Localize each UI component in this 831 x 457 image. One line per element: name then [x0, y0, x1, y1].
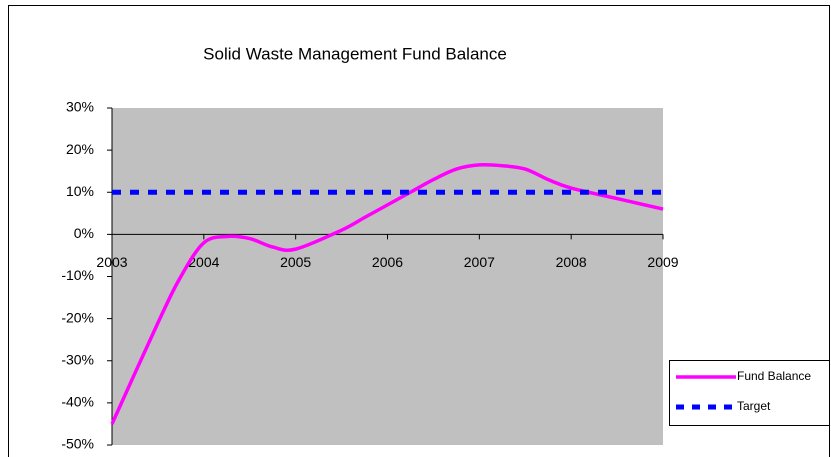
x-tick-label: 2009	[647, 254, 678, 270]
series-line	[110, 162, 664, 425]
x-tick-label: 2003	[96, 254, 127, 270]
y-tick-label: -40%	[61, 394, 94, 410]
y-tick-label: 20%	[66, 141, 94, 157]
x-tick-label: 2008	[556, 254, 587, 270]
y-tick-label: -20%	[61, 309, 94, 325]
plot-area	[112, 108, 663, 445]
y-tick-label: -30%	[61, 351, 94, 367]
legend-label: Fund Balance	[737, 369, 811, 383]
x-tick-label: 2004	[188, 254, 219, 270]
y-tick-label: 30%	[66, 99, 94, 115]
y-tick-label: 0%	[74, 225, 94, 241]
y-tick-label: -10%	[61, 267, 94, 283]
legend	[669, 360, 830, 426]
chart-title: Solid Waste Management Fund Balance	[203, 44, 507, 63]
y-tick-label: -50%	[61, 436, 94, 452]
legend-label: Target	[737, 399, 771, 413]
x-tick-label: 2005	[280, 254, 311, 270]
x-tick-label: 2007	[464, 254, 495, 270]
x-tick-label: 2006	[372, 254, 403, 270]
y-tick-label: 10%	[66, 183, 94, 199]
